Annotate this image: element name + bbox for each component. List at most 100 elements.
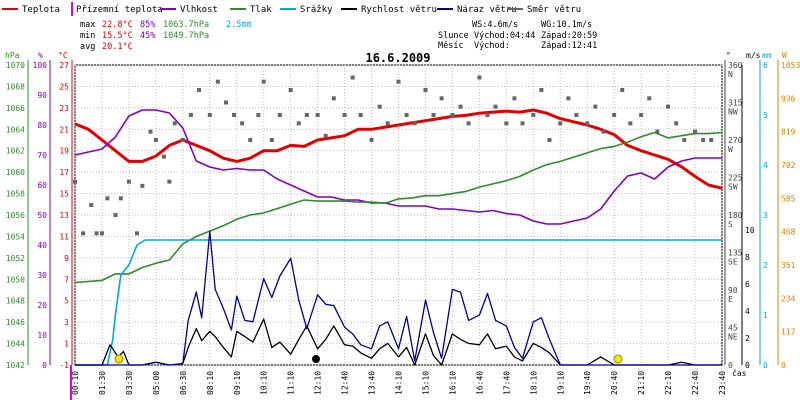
wind-direction-point — [558, 121, 563, 126]
temperature-tick: 9 — [64, 254, 69, 263]
unit-w: W — [782, 51, 787, 60]
stats-max-hum: 85% — [140, 20, 155, 30]
sunset-marker — [613, 354, 623, 364]
legend-humidity: Vlhkost — [180, 5, 218, 15]
legend-wind-gust: Náraz větru — [457, 5, 517, 15]
wind-direction-point — [153, 138, 158, 142]
wind-gust-info: WG:10.1m/s — [541, 20, 592, 30]
wind-direction-point — [520, 121, 525, 126]
pressure-tick: 1060 — [6, 168, 25, 177]
wind-direction-point — [566, 96, 571, 101]
wind-direction-point — [377, 104, 382, 109]
wind-direction-point — [547, 138, 552, 142]
direction-tick: 315 — [728, 99, 743, 108]
temperature-tick: -1 — [59, 361, 69, 370]
moonset-marker — [312, 355, 320, 363]
temperature-tick: 27 — [59, 61, 69, 70]
pressure-tick: 1054 — [6, 232, 25, 241]
wind-direction-point — [207, 113, 212, 117]
stats-avg-temp: 20.1°C — [102, 42, 133, 52]
pressure-tick: 1064 — [6, 125, 25, 134]
legend-wind-direction: Směr větru — [527, 5, 581, 15]
wind-direction-point — [188, 113, 193, 117]
solar-tick: 702 — [781, 161, 796, 170]
wind-direction-point — [89, 203, 94, 207]
stats-min-temp: 15.5°C — [102, 31, 133, 41]
pressure-tick: 1052 — [6, 254, 25, 263]
solar-tick: 468 — [781, 228, 796, 237]
legend-rain: Srážky — [300, 5, 333, 15]
wind-direction-point — [232, 113, 237, 117]
moon-label: Měsíc — [438, 41, 464, 51]
stats-max-press: 1063.7hPa — [163, 20, 209, 30]
wind-direction-point — [639, 113, 644, 117]
wind-direction-point — [172, 121, 177, 126]
temperature-tick: 1 — [64, 340, 69, 349]
wind-direction-point — [477, 75, 482, 80]
x-tick-label: 11:10 — [287, 371, 296, 395]
humidity-tick: 80 — [37, 121, 47, 130]
stats-max-temp: 22.8°C — [102, 20, 133, 30]
wind-direction-point — [296, 121, 301, 126]
pressure-tick: 1056 — [6, 211, 25, 220]
x-tick-label: 10:10 — [260, 371, 269, 395]
wind-direction-point — [539, 88, 544, 92]
stats-max-label: max — [80, 20, 95, 30]
direction-tick: 360 — [728, 61, 743, 70]
x-tick-label: 09:10 — [233, 371, 242, 395]
wind-tick: 0 — [745, 361, 750, 370]
wind-direction-point — [94, 231, 99, 236]
pressure-tick: 1044 — [6, 340, 25, 349]
pressure-tick: 1050 — [6, 275, 25, 284]
wind-direction-point — [240, 121, 245, 126]
wind-direction-point — [342, 113, 347, 117]
temperature-tick: 23 — [59, 104, 69, 113]
humidity-tick: 10 — [37, 331, 47, 340]
x-tick-label: 15:10 — [421, 371, 430, 395]
x-tick-label: 14:10 — [395, 371, 404, 395]
humidity-tick: 0 — [42, 361, 47, 370]
wind-direction-point — [674, 121, 679, 126]
wind-direction-point — [315, 113, 320, 117]
pressure-tick: 1066 — [6, 104, 25, 113]
x-tick-label: 13:40 — [368, 371, 377, 395]
sun-set: Západ:20:59 — [541, 31, 597, 41]
solar-tick: 585 — [781, 194, 796, 203]
wind-direction-point — [161, 154, 166, 159]
direction-tick-dir: E — [728, 295, 733, 304]
solar-tick: 117 — [781, 328, 796, 337]
temperature-tick: 17 — [59, 168, 69, 177]
wind-direction-point — [358, 113, 363, 117]
stats-min-hum: 45% — [140, 31, 155, 41]
wind-direction-point — [105, 196, 110, 201]
wind-direction-point — [248, 138, 253, 142]
wind-direction-point — [647, 96, 652, 101]
rain-tick: 4 — [763, 161, 768, 170]
legend: Teplota Přízemní teplota Vlhkost Tlak Sr… — [2, 2, 581, 16]
wind-direction-point — [512, 96, 517, 101]
x-tick-label: 21:10 — [637, 371, 646, 395]
temperature-tick: 11 — [59, 232, 69, 241]
humidity-tick: 50 — [37, 211, 47, 220]
sun-label: Slunce — [438, 31, 469, 41]
unit-headers: hPa % °C ° m/s mm W čas — [5, 51, 787, 378]
humidity-tick: 30 — [37, 271, 47, 280]
axes: 1042104410461048105010521054105610581060… — [6, 60, 800, 400]
wind-direction-point — [73, 179, 77, 184]
x-tick-label: 05:00 — [152, 371, 161, 395]
unit-degree: ° — [726, 51, 731, 60]
wind-direction-point — [682, 138, 687, 142]
wind-direction-point — [709, 138, 714, 142]
wind-direction-point — [450, 113, 455, 117]
humidity-tick: 90 — [37, 91, 47, 100]
wind-tick: 8 — [745, 253, 750, 262]
wind-direction-point — [485, 113, 490, 117]
wind-direction-point — [261, 79, 266, 84]
wind-direction-point — [140, 183, 145, 188]
direction-tick-dir: N — [728, 70, 733, 79]
direction-tick: 270 — [728, 136, 743, 145]
solar-tick: 1053 — [781, 61, 800, 70]
rain-tick: 3 — [763, 211, 768, 220]
